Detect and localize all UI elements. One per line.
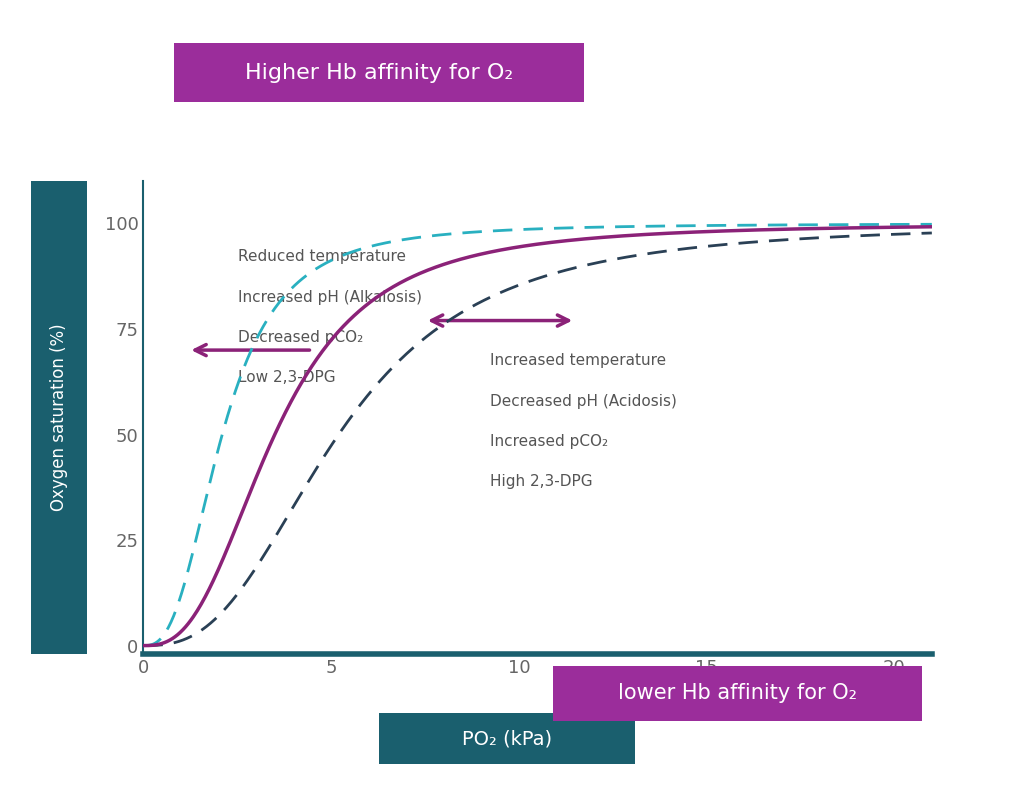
Text: PO₂ (kPa): PO₂ (kPa) bbox=[462, 729, 552, 749]
Text: Decreased pH (Acidosis): Decreased pH (Acidosis) bbox=[490, 393, 677, 409]
Text: Reduced temperature: Reduced temperature bbox=[238, 249, 406, 265]
Text: lower Hb affinity for O₂: lower Hb affinity for O₂ bbox=[617, 683, 857, 704]
Text: Low 2,3-DPG: Low 2,3-DPG bbox=[238, 370, 336, 385]
Text: Increased pCO₂: Increased pCO₂ bbox=[490, 433, 608, 449]
Text: Higher Hb affinity for O₂: Higher Hb affinity for O₂ bbox=[245, 63, 513, 83]
Text: Decreased pCO₂: Decreased pCO₂ bbox=[238, 329, 364, 345]
Text: Oxygen saturation (%): Oxygen saturation (%) bbox=[50, 324, 68, 511]
Text: Increased temperature: Increased temperature bbox=[490, 353, 667, 369]
Text: Increased pH (Alkalosis): Increased pH (Alkalosis) bbox=[238, 289, 422, 305]
Text: High 2,3-DPG: High 2,3-DPG bbox=[490, 474, 593, 489]
